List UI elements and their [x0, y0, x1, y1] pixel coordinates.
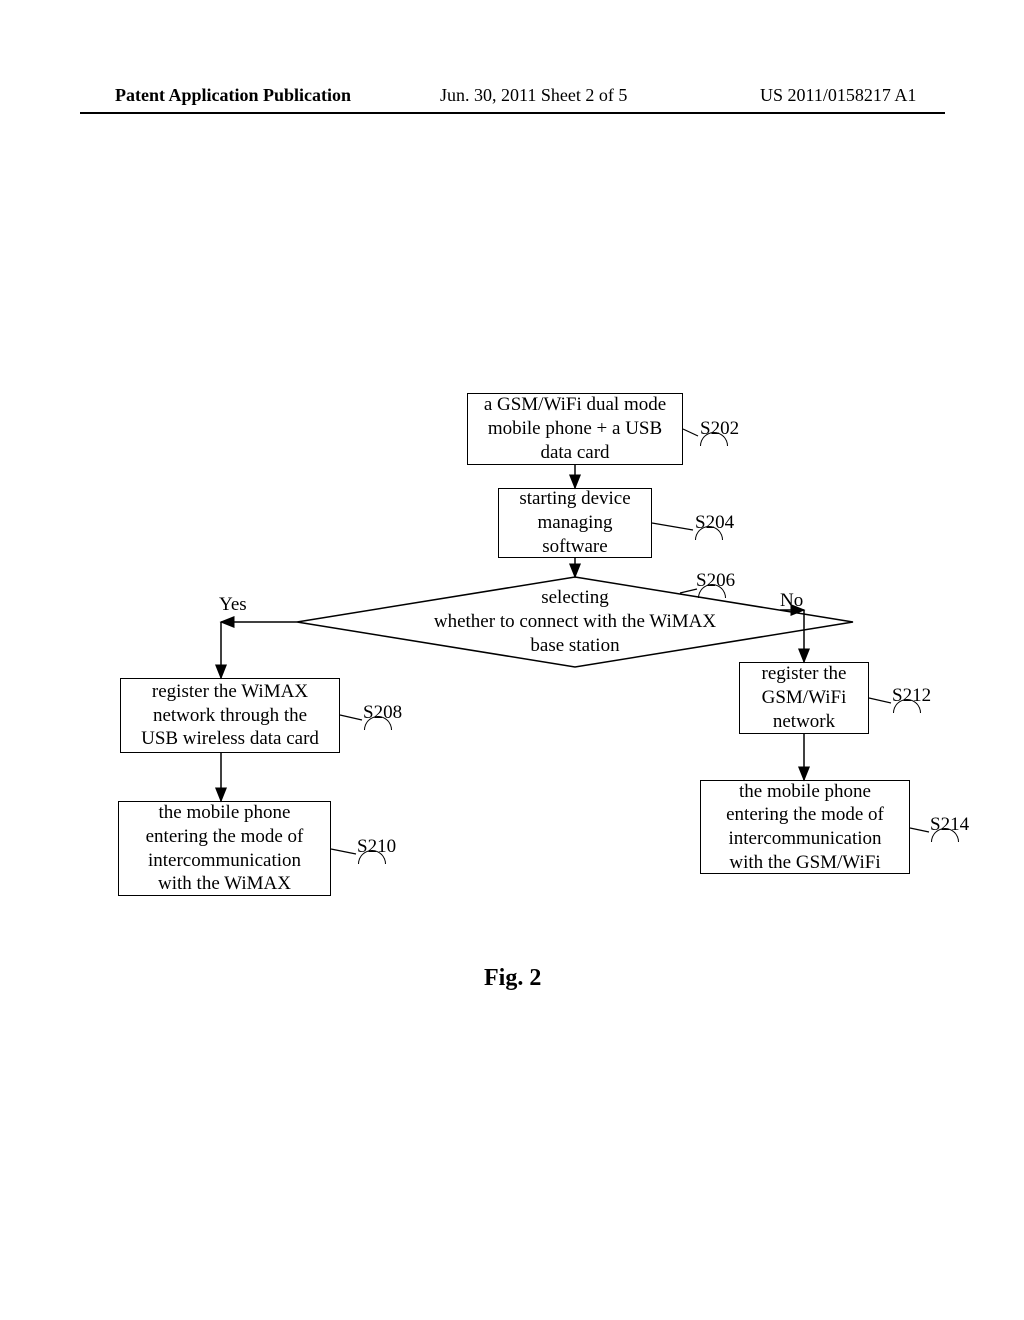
figure-caption: Fig. 2	[484, 965, 541, 992]
flowchart-canvas: a GSM/WiFi dual modemobile phone + a USB…	[0, 0, 1024, 1320]
arrows-svg	[0, 0, 1024, 1320]
